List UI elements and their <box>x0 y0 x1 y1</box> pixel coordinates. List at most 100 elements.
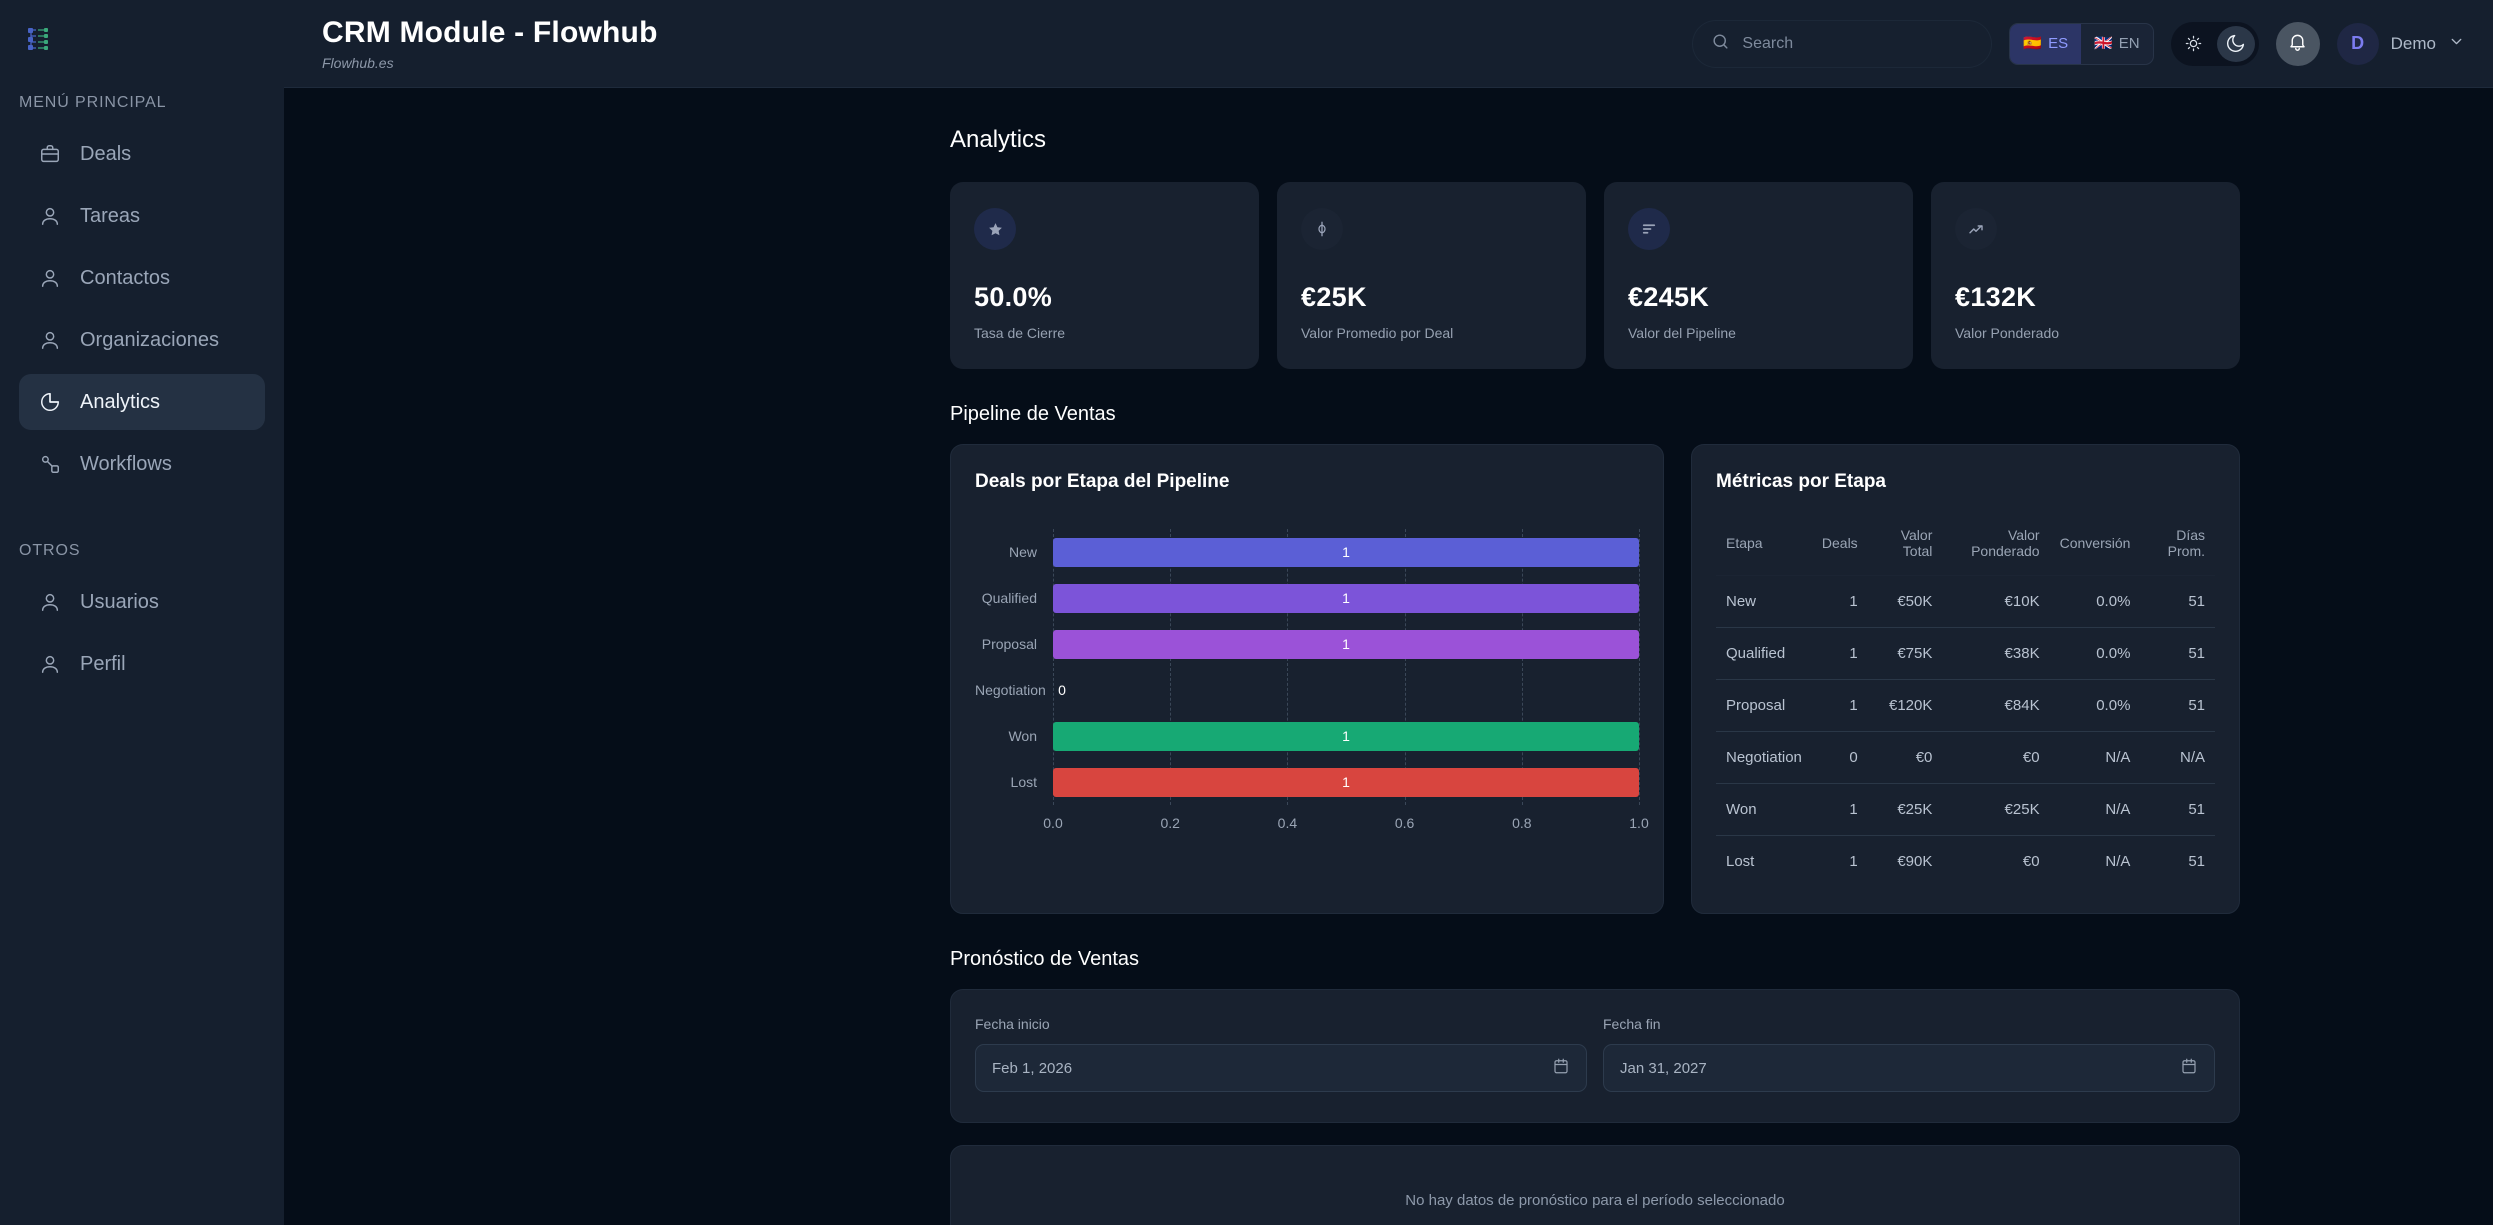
chart-bar[interactable]: 1 <box>1053 767 1639 797</box>
kpi-card-avg-deal-value: €25K Valor Promedio por Deal <box>1277 182 1586 369</box>
chart-bar-value: 1 <box>1342 636 1350 652</box>
chart-bar[interactable]: 1 <box>1053 721 1639 751</box>
kpi-label: Valor Ponderado <box>1955 325 2060 341</box>
chart-bar-track: 1 <box>1053 575 1639 621</box>
date-end-input-wrap[interactable] <box>1603 1044 2215 1092</box>
table-cell: N/A <box>2140 731 2215 784</box>
table-cell: 1 <box>1849 853 1858 870</box>
main-area: CRM Module - Flowhub Flowhub.es 🇪🇸 ES � <box>284 0 2493 1225</box>
table-row[interactable]: Won 1 €25K €25K N/A 51 <box>1716 783 2215 836</box>
table-cell: N/A <box>2049 783 2141 836</box>
table-row[interactable]: Lost 1 €90K €0 N/A 51 <box>1716 836 2215 888</box>
sun-icon[interactable] <box>2175 26 2213 62</box>
chart-bar[interactable]: 1 <box>1053 629 1639 659</box>
user-icon <box>38 204 62 228</box>
chart-x-tick-label: 0.8 <box>1512 815 1532 831</box>
chart-bar-row: Negotiation 0 <box>975 667 1639 713</box>
table-cell: 1 <box>1811 783 1868 836</box>
table-column-header: Valor Total <box>1867 515 1943 576</box>
top-bar: CRM Module - Flowhub Flowhub.es 🇪🇸 ES � <box>284 0 2493 88</box>
workflow-icon <box>38 452 62 476</box>
table-column-header: Valor Ponderado <box>1942 515 2050 576</box>
table-cell: Proposal <box>1716 679 1812 732</box>
sidebar-item-organizaciones[interactable]: Organizaciones <box>19 312 265 368</box>
table-header-row: Etapa Deals Valor Total Valor Ponderado Conv… <box>1716 515 2215 576</box>
forecast-section-heading: Pronóstico de Ventas <box>950 948 1140 970</box>
table-cell: €50K <box>1867 575 1943 628</box>
chart-bar-track: 1 <box>1053 713 1639 759</box>
lang-button-en[interactable]: 🇬🇧 EN <box>2081 24 2153 64</box>
user-icon <box>38 266 62 290</box>
table-row[interactable]: Qualified 1 €75K €38K 0.0% 51 <box>1716 627 2215 680</box>
kpi-card-row: 50.0% Tasa de Cierre €25K Valor Promedio… <box>950 182 2240 369</box>
sidebar-item-contactos[interactable]: Contactos <box>19 250 265 306</box>
table-cell: Won <box>1716 783 1812 836</box>
table-cell: Qualified <box>1716 627 1812 680</box>
chart-x-tick-label: 1.0 <box>1629 815 1649 831</box>
table-row[interactable]: Negotiation 0 €0 €0 N/A N/A <box>1716 731 2215 784</box>
table-cell: N/A <box>2049 731 2141 784</box>
date-start-input-wrap[interactable] <box>975 1044 1587 1092</box>
table-column-header: Etapa <box>1716 515 1812 576</box>
chart-bar-track: 1 <box>1053 759 1639 805</box>
sidebar-item-label: Tareas <box>80 204 141 227</box>
date-end-input[interactable] <box>1620 1059 2180 1077</box>
moon-icon[interactable] <box>2216 25 2255 62</box>
search-input[interactable] <box>1742 34 1974 53</box>
search-box[interactable] <box>1692 19 1993 68</box>
table-row[interactable]: New 1 €50K €10K 0.0% 51 <box>1716 575 2215 628</box>
table-column-header: Deals <box>1811 515 1868 576</box>
analytics-heading: Analytics <box>950 126 1047 153</box>
date-start-input[interactable] <box>992 1059 1552 1077</box>
table-cell: 1 <box>1811 575 1868 628</box>
kpi-value: €245K <box>1628 282 1710 312</box>
chart-bar-row: Qualified 1 <box>975 575 1639 621</box>
table-cell: 0.0% <box>2049 627 2141 680</box>
kpi-value: 50.0% <box>974 282 1053 312</box>
sidebar: MENÚ PRINCIPAL Deals Tareas Contactos <box>0 0 284 1225</box>
calendar-icon[interactable] <box>2180 1057 2198 1080</box>
table-cell: Lost <box>1726 853 1755 870</box>
user-icon <box>38 652 62 676</box>
theme-toggle[interactable] <box>2170 21 2259 66</box>
chart-category-label: Qualified <box>981 590 1037 606</box>
chart-bar[interactable]: 1 <box>1053 583 1639 613</box>
user-menu[interactable]: D Demo <box>2336 22 2465 65</box>
sidebar-item-deals[interactable]: Deals <box>19 126 265 182</box>
sidebar-item-perfil[interactable]: Perfil <box>19 636 265 692</box>
top-bar-actions: 🇪🇸 ES 🇬🇧 EN <box>1692 19 2465 68</box>
lang-button-es[interactable]: 🇪🇸 ES <box>2010 23 2082 64</box>
bars-icon <box>1628 208 1670 250</box>
chart-category-label: Negotiation <box>975 682 1046 698</box>
table-cell: 51 <box>2140 679 2215 732</box>
chart-bar-value: 1 <box>1342 590 1350 606</box>
page-title: CRM Module - Flowhub <box>322 15 658 49</box>
user-name: Demo <box>2390 33 2436 53</box>
table-cell: 0.0% <box>2049 575 2141 628</box>
calendar-icon[interactable] <box>1552 1057 1570 1080</box>
table-cell: €0 <box>1942 731 2050 784</box>
table-title: Métricas por Etapa <box>1716 471 1886 492</box>
chart-x-axis: 0.0 0.2 0.4 0.6 0.8 1.0 <box>1043 815 1648 837</box>
workflow-logo-icon <box>28 28 48 50</box>
chart-bar[interactable]: 1 <box>1053 537 1639 567</box>
sidebar-item-workflows[interactable]: Workflows <box>19 436 265 492</box>
chart-x-tick-label: 0.6 <box>1394 815 1415 831</box>
table-cell: €120K <box>1867 679 1943 732</box>
table-cell: €90K <box>1897 853 1933 870</box>
table-cell: 1 <box>1811 679 1868 732</box>
table-row[interactable]: Proposal 1 €120K €84K 0.0% 51 <box>1716 679 2215 732</box>
sidebar-item-analytics[interactable]: Analytics <box>19 374 265 430</box>
date-end-field: Fecha fin <box>1603 1016 2215 1092</box>
table-cell: 1 <box>1811 627 1868 680</box>
notifications-button[interactable] <box>2275 21 2320 66</box>
language-toggle[interactable]: 🇪🇸 ES 🇬🇧 EN <box>2009 22 2154 65</box>
user-icon <box>38 328 62 352</box>
briefcase-icon <box>38 142 62 166</box>
app-logo[interactable] <box>0 22 284 94</box>
kpi-value: €132K <box>1955 282 2037 312</box>
chart-category-label: New <box>1008 544 1037 560</box>
sidebar-item-usuarios[interactable]: Usuarios <box>19 574 265 630</box>
sidebar-item-tareas[interactable]: Tareas <box>19 188 265 244</box>
table-cell: €25K <box>1942 783 2050 836</box>
